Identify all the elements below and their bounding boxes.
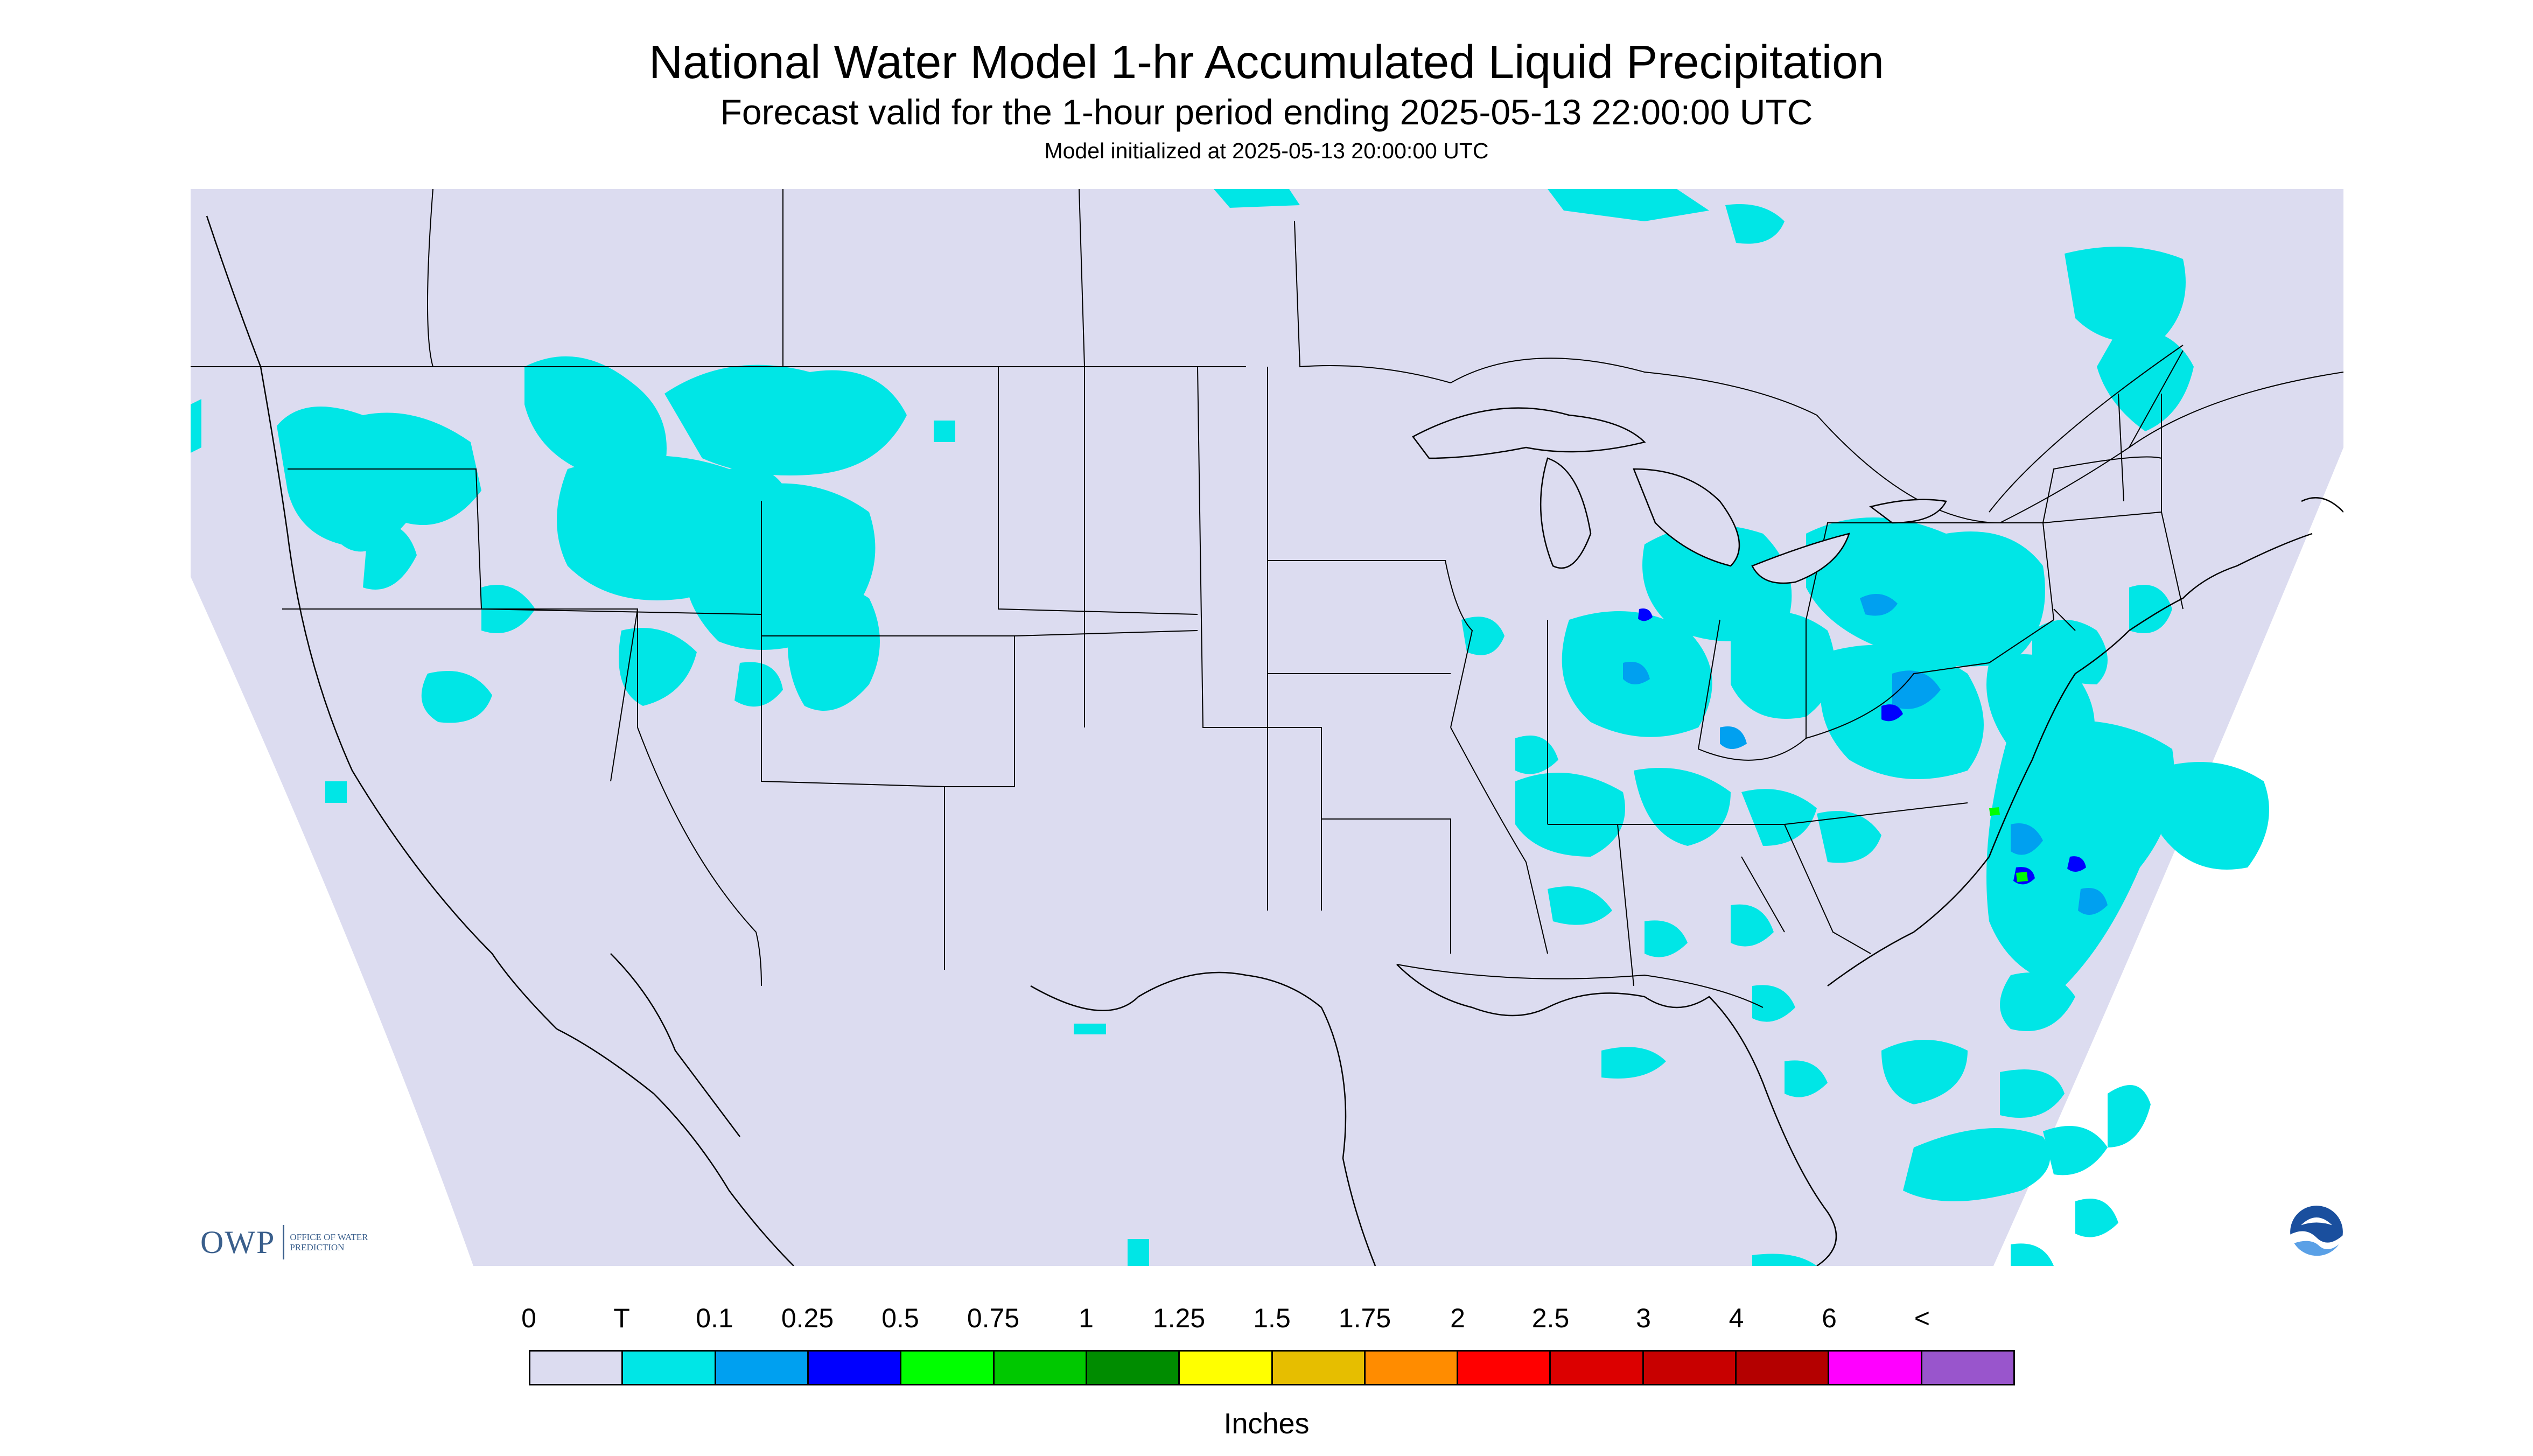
state-and-country-boundaries xyxy=(191,189,2343,1008)
legend-label: 0.75 xyxy=(967,1303,1020,1333)
legend-swatch xyxy=(901,1352,995,1384)
legend-label: 3 xyxy=(1636,1303,1651,1333)
owp-logo-subtext: OFFICE OF WATER PREDICTION xyxy=(290,1232,368,1252)
projection-mask-left xyxy=(191,577,473,1266)
legend-swatch xyxy=(1829,1352,1922,1384)
projection-mask-right xyxy=(1993,447,2343,1266)
legend-label: 2.5 xyxy=(1531,1303,1570,1333)
legend-label: 2 xyxy=(1450,1303,1465,1333)
noaa-logo-icon xyxy=(2289,1205,2344,1260)
legend-swatch xyxy=(1365,1352,1459,1384)
precipitation-light-blue-areas xyxy=(1623,594,2108,915)
legend-swatch xyxy=(623,1352,716,1384)
legend-label: 1.5 xyxy=(1253,1303,1291,1333)
legend-swatch xyxy=(1643,1352,1737,1384)
map-subtitle: Forecast valid for the 1-hour period end… xyxy=(720,92,1813,132)
owp-logo: OWP OFFICE OF WATER PREDICTION xyxy=(200,1221,370,1263)
legend-swatch xyxy=(716,1352,809,1384)
legend-swatch xyxy=(1737,1352,1830,1384)
legend-label: 1.75 xyxy=(1338,1303,1391,1333)
legend-swatch xyxy=(994,1352,1087,1384)
precipitation-map xyxy=(191,189,2343,1266)
owp-logo-text: OWP xyxy=(200,1225,285,1259)
precipitation-green-areas xyxy=(1989,807,2028,882)
legend-swatch xyxy=(1272,1352,1366,1384)
great-lakes-outline xyxy=(1412,407,1947,584)
legend-label: T xyxy=(613,1303,630,1333)
legend-swatch xyxy=(1458,1352,1551,1384)
legend-label: 0 xyxy=(521,1303,536,1333)
legend-swatch xyxy=(1180,1352,1273,1384)
coastlines xyxy=(206,215,2343,1266)
legend-swatch xyxy=(1551,1352,1644,1384)
map-title: National Water Model 1-hr Accumulated Li… xyxy=(649,36,1884,88)
legend-label: 0.5 xyxy=(881,1303,919,1333)
legend-label: 0.1 xyxy=(696,1303,733,1333)
legend-label: < xyxy=(1914,1303,1930,1333)
legend-swatch xyxy=(530,1352,624,1384)
precipitation-trace-areas xyxy=(191,189,2269,1266)
legend-swatch xyxy=(1087,1352,1180,1384)
model-init-time: Model initialized at 2025-05-13 20:00:00… xyxy=(1044,138,1489,163)
legend-label: 4 xyxy=(1729,1303,1744,1333)
legend-labels: 0 T 0.1 0.25 0.5 0.75 1 1.25 1.5 1.75 2 2.5 3 4 6 < xyxy=(521,1302,2015,1340)
legend-units: Inches xyxy=(1223,1408,1310,1440)
legend-label: 0.25 xyxy=(781,1303,834,1333)
legend-label: 1.25 xyxy=(1152,1303,1206,1333)
legend-color-bar xyxy=(529,1350,2015,1385)
legend-label: 6 xyxy=(1822,1303,1837,1333)
legend-swatch xyxy=(808,1352,902,1384)
legend-swatch xyxy=(1922,1352,2013,1384)
legend-label: 1 xyxy=(1079,1303,1094,1333)
